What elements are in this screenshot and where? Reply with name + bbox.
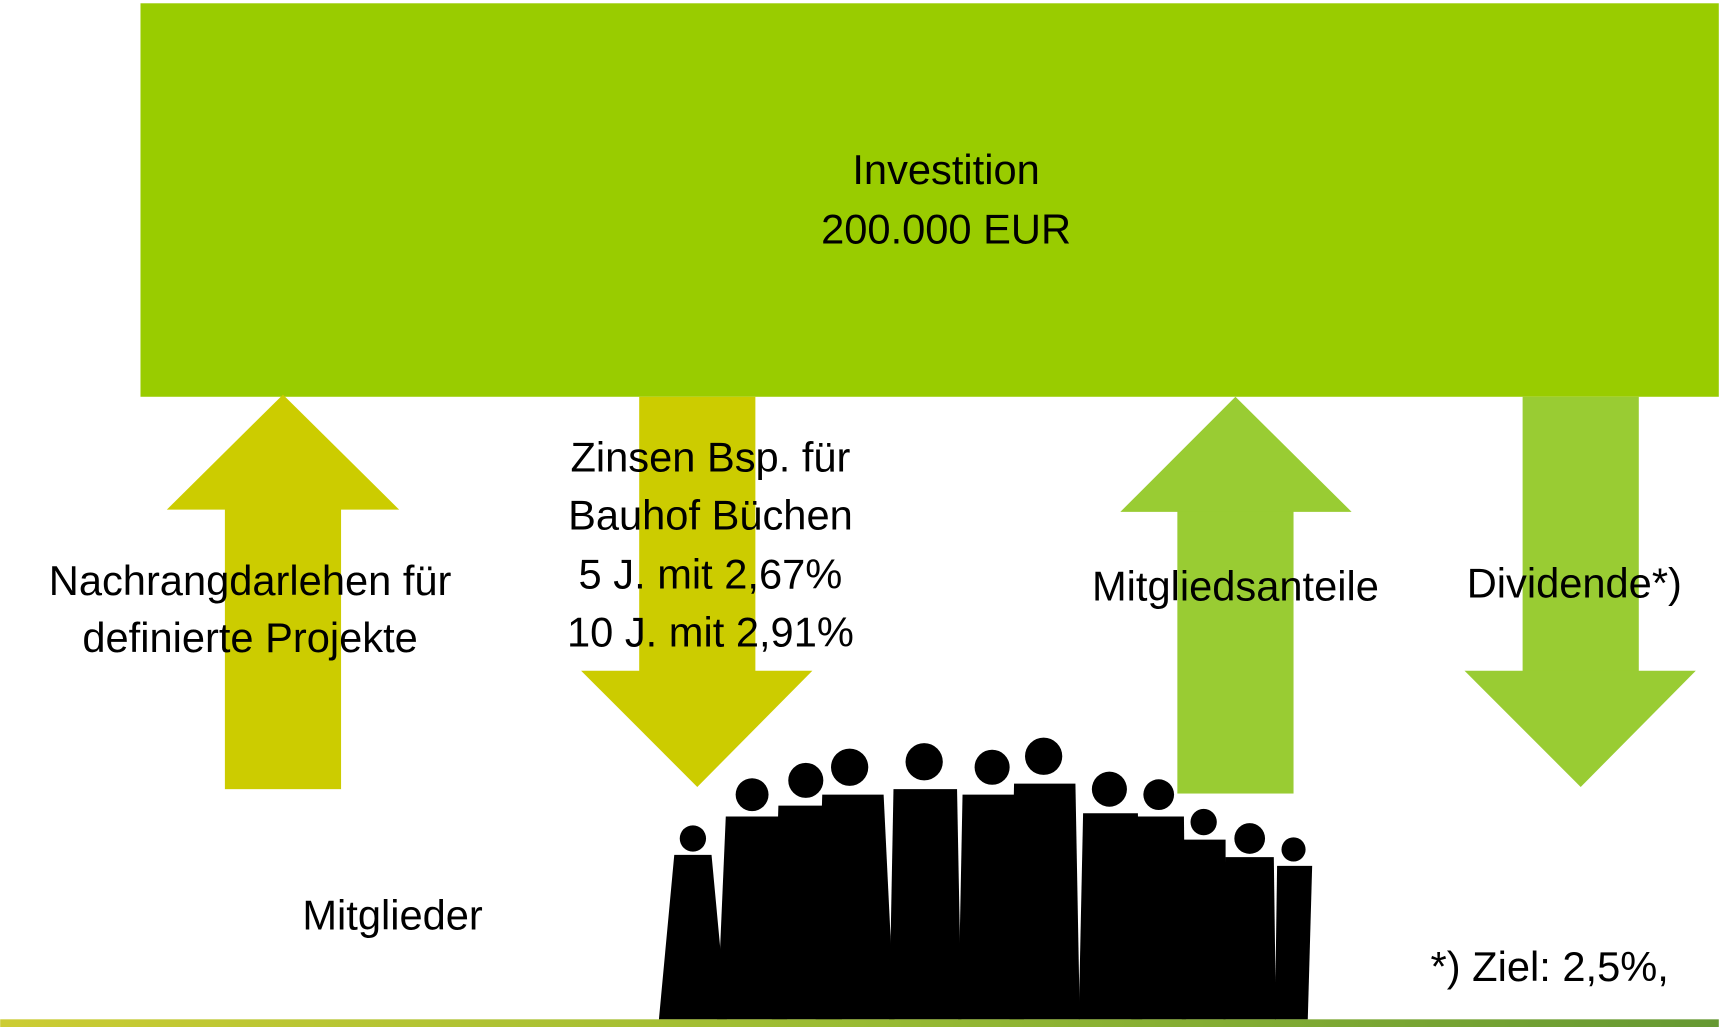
flow-label: Bauhof Büchen [568,491,853,538]
investment-box [140,3,1719,397]
flow-label: Dividende*) [1467,559,1682,606]
footnote: *) Ziel: 2,5%, [1431,943,1669,990]
flow-label: Nachrangdarlehen für [49,557,452,604]
flow-label: definierte Projekte [82,614,418,661]
arrow-up-shares [1120,396,1352,794]
arrow-down-dividend [1464,396,1696,787]
flow-label: Mitgliedsanteile [1092,563,1379,610]
arrow-down-interest [581,396,813,787]
flow-label: 5 J. mit 2,67% [579,551,843,598]
people-silhouette [658,737,1313,1020]
flow-label: 10 J. mit 2,91% [567,609,854,656]
flow-label: Zinsen Bsp. für [570,433,850,480]
bottom-strip [0,1019,1719,1027]
investment-amount: 200.000 EUR [821,205,1071,252]
members-label: Mitglieder [302,891,483,938]
arrow-up-loan [166,394,400,790]
investment-title: Investition [852,146,1039,193]
